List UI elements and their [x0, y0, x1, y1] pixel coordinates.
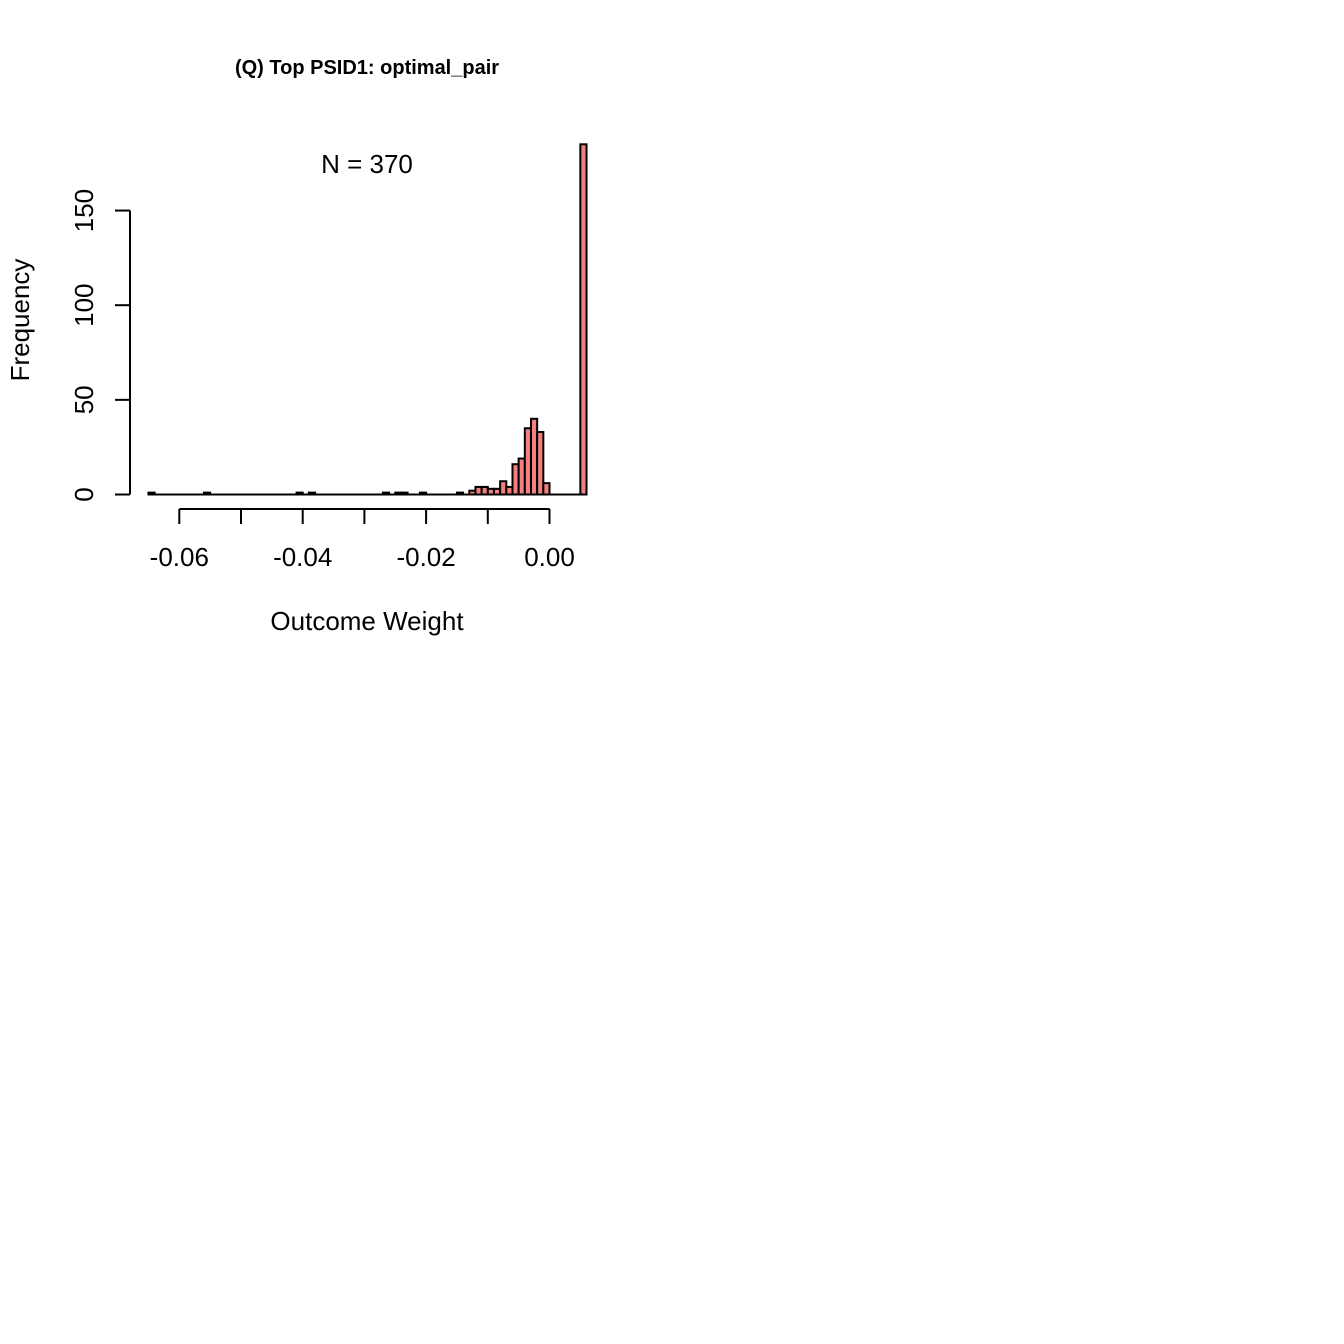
y-tick-label: 100 — [69, 284, 99, 327]
x-tick-label: -0.06 — [150, 542, 209, 572]
y-axis: 0 50 100 150 — [69, 189, 131, 502]
x-axis-label: Outcome Weight — [270, 606, 464, 636]
y-tick-label: 0 — [69, 487, 99, 501]
histogram-bar-2 — [202, 491, 212, 496]
sample-size-annotation: N = 370 — [321, 149, 413, 179]
y-axis-label: Frequency — [5, 259, 35, 382]
histogram-bar-22 — [542, 482, 551, 496]
x-axis: -0.06 -0.04 -0.02 0.00 — [150, 508, 575, 572]
x-tick-label: -0.04 — [273, 542, 332, 572]
bars-group — [147, 143, 588, 496]
histogram-bar-4 — [307, 491, 317, 496]
histogram-bar-21 — [536, 431, 545, 496]
histogram-bar-7 — [400, 491, 409, 496]
chart-title: (Q) Top PSID1: optimal_pair — [235, 57, 499, 79]
histogram-bar-9 — [455, 491, 465, 496]
histogram-bar-23 — [579, 143, 588, 496]
y-tick-label: 50 — [69, 385, 99, 414]
histogram-bar-3 — [295, 491, 304, 496]
histogram-bar-8 — [418, 491, 428, 496]
x-tick-label: 0.00 — [524, 542, 575, 572]
histogram-bar-5 — [381, 491, 391, 496]
x-tick-label: -0.02 — [396, 542, 455, 572]
y-tick-label: 150 — [69, 189, 99, 232]
histogram-bar-1 — [147, 491, 156, 496]
